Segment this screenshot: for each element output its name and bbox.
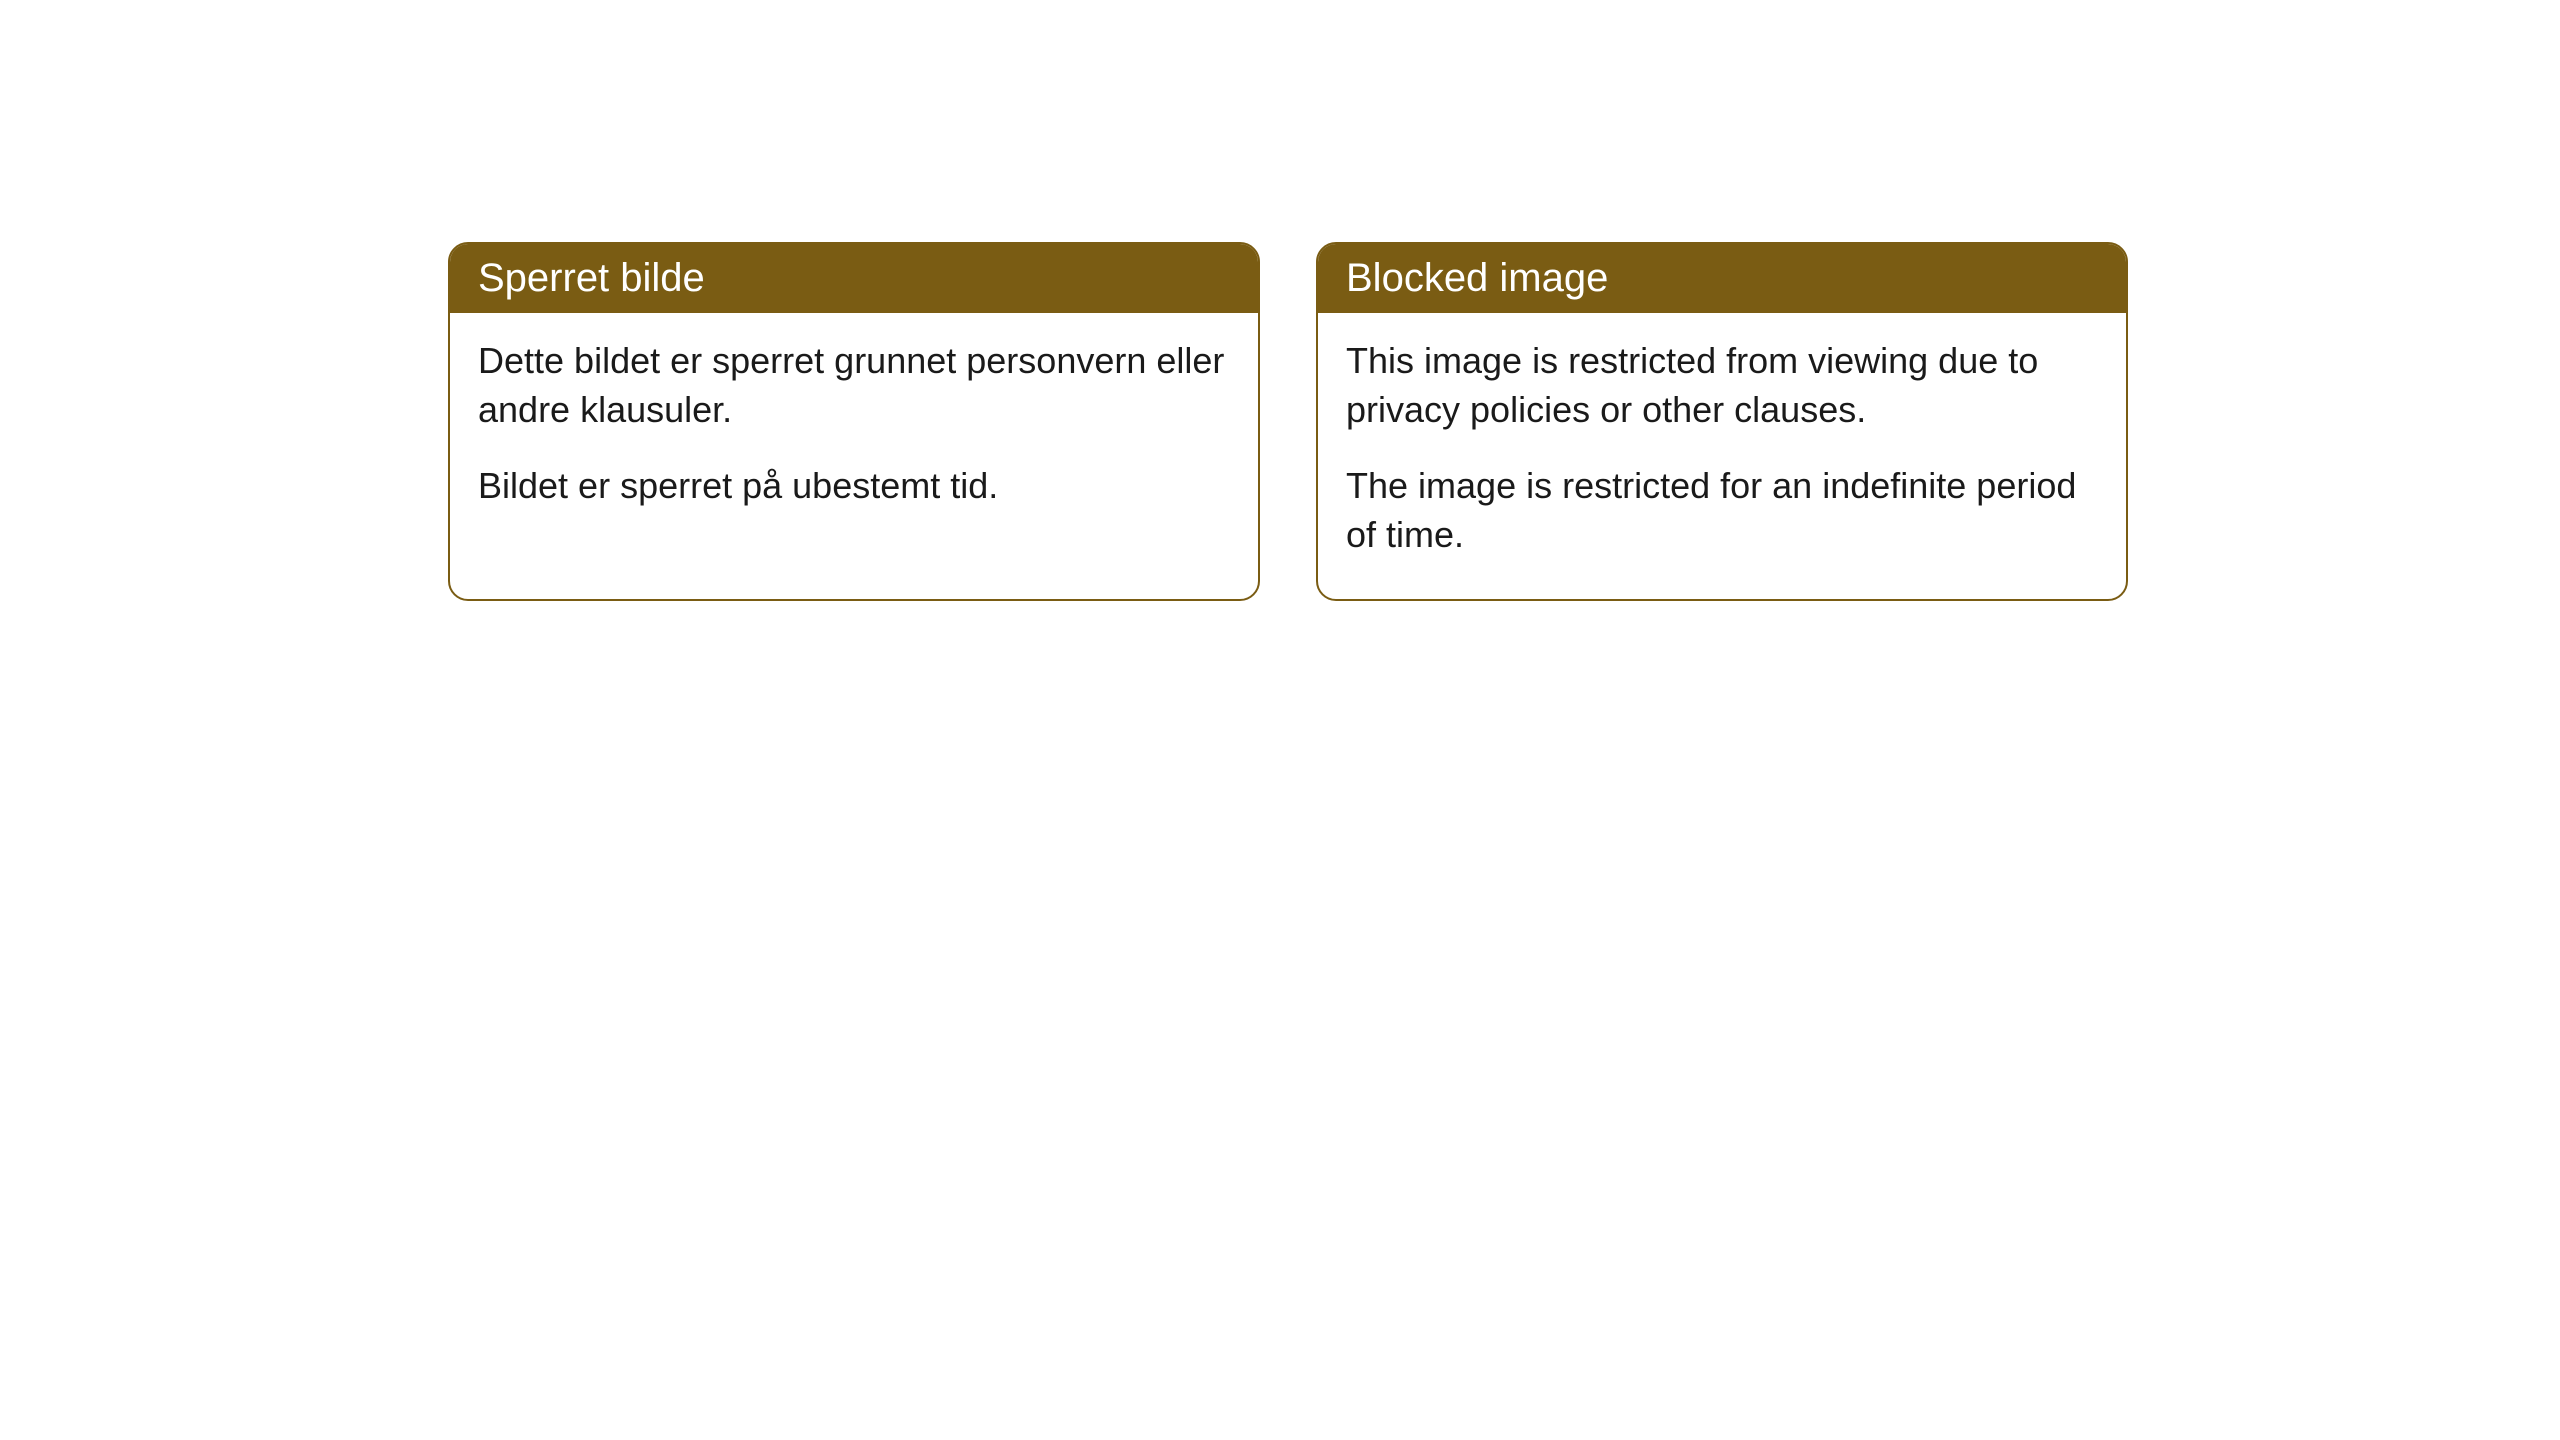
card-body-norwegian: Dette bildet er sperret grunnet personve… xyxy=(450,313,1258,551)
card-title: Blocked image xyxy=(1346,256,1608,300)
card-paragraph: This image is restricted from viewing du… xyxy=(1346,337,2098,434)
card-header-norwegian: Sperret bilde xyxy=(450,244,1258,313)
card-paragraph: Bildet er sperret på ubestemt tid. xyxy=(478,462,1230,511)
card-paragraph: The image is restricted for an indefinit… xyxy=(1346,462,2098,559)
card-body-english: This image is restricted from viewing du… xyxy=(1318,313,2126,599)
card-title: Sperret bilde xyxy=(478,256,705,300)
card-header-english: Blocked image xyxy=(1318,244,2126,313)
notice-card-norwegian: Sperret bilde Dette bildet er sperret gr… xyxy=(448,242,1260,601)
notice-card-english: Blocked image This image is restricted f… xyxy=(1316,242,2128,601)
card-paragraph: Dette bildet er sperret grunnet personve… xyxy=(478,337,1230,434)
notice-cards-container: Sperret bilde Dette bildet er sperret gr… xyxy=(0,0,2560,601)
